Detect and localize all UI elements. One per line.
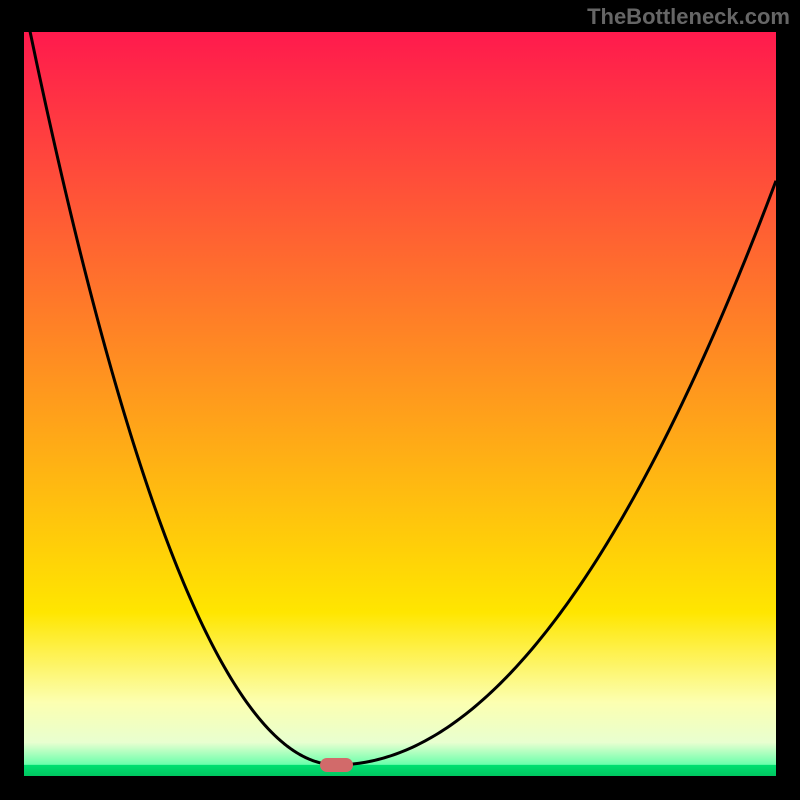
- figure: TheBottleneck.com: [0, 0, 800, 800]
- bottleneck-curve: [24, 32, 776, 776]
- plot-area: [24, 32, 776, 776]
- optimum-marker: [320, 758, 353, 772]
- watermark-text: TheBottleneck.com: [587, 4, 790, 30]
